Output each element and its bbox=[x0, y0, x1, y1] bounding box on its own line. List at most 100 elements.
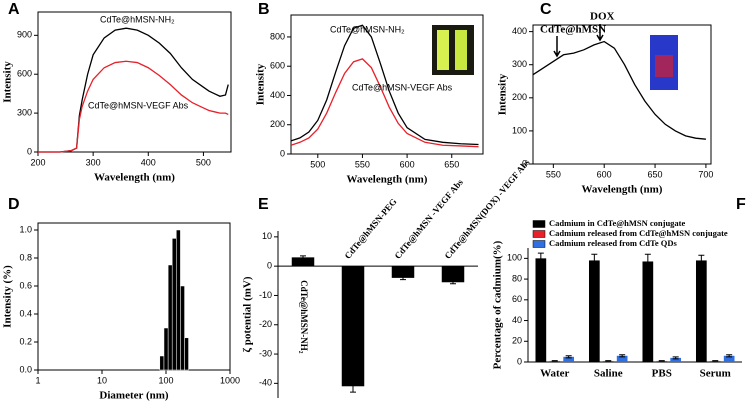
y-tick-label: 200 bbox=[512, 92, 527, 102]
annotation: CdTe@hMSN bbox=[540, 24, 606, 36]
inset-photo-c bbox=[650, 35, 678, 90]
y-tick-label: 0 bbox=[27, 146, 32, 156]
y-axis-label: Intensity (%) bbox=[2, 265, 14, 328]
y-tick-label: -40 bbox=[259, 378, 272, 388]
bar bbox=[695, 260, 707, 362]
panel-label: D bbox=[8, 196, 20, 213]
x-axis-label: Wavelength (nm) bbox=[347, 174, 428, 186]
panel-label: E bbox=[258, 196, 269, 213]
x-axis-label: Diameter (nm) bbox=[99, 390, 168, 402]
y-axis-label: Intensity bbox=[255, 63, 267, 105]
error-bar bbox=[537, 252, 544, 265]
x-tick-label: 500 bbox=[310, 159, 325, 169]
y-tick-label: 0.4 bbox=[19, 308, 32, 318]
y-tick-label: 0 bbox=[522, 158, 527, 168]
x-tick-label: PBS bbox=[652, 368, 672, 380]
bar bbox=[341, 266, 365, 387]
y-tick-label: 0.8 bbox=[19, 252, 32, 262]
y-tick-label: -10 bbox=[259, 290, 272, 300]
line bbox=[290, 58, 479, 148]
y-tick-label: 0 bbox=[280, 148, 285, 158]
x-tick-label: 10 bbox=[97, 375, 107, 385]
series-label: CdTe@hMSN-NH₂ bbox=[100, 14, 175, 24]
error-bar bbox=[605, 360, 612, 362]
x-tick-label: CdTe@hMSN(DOX) -VEGF Abs bbox=[442, 157, 531, 261]
error-bar bbox=[350, 379, 356, 393]
line bbox=[290, 24, 479, 146]
y-axis-label: ζ potential (mV) bbox=[242, 276, 254, 352]
x-tick-label: 600 bbox=[400, 159, 415, 169]
y-tick-label: -20 bbox=[259, 319, 272, 329]
inset-photo-b bbox=[432, 25, 474, 75]
line bbox=[38, 27, 229, 153]
y-tick-label: 0.0 bbox=[19, 364, 32, 374]
error-bar bbox=[565, 355, 572, 359]
y-tick-label: 60 bbox=[512, 294, 522, 304]
y-tick-label: 100 bbox=[512, 125, 527, 135]
x-tick-label: 500 bbox=[196, 157, 211, 167]
y-tick-label: 0 bbox=[267, 261, 272, 271]
panel-label: C bbox=[540, 1, 552, 18]
bar bbox=[171, 238, 177, 371]
error-bar bbox=[644, 253, 651, 270]
y-axis-label: Intensity bbox=[2, 61, 14, 103]
x-tick-label: 650 bbox=[648, 169, 663, 179]
legend-label: Cadmium released from CdTe QDs bbox=[549, 238, 678, 248]
series-label: CdTe@hMSN-VEGF Abs bbox=[88, 100, 189, 110]
x-tick-label: Serum bbox=[700, 368, 731, 380]
arrow bbox=[596, 24, 604, 42]
y-tick-label: 0.2 bbox=[19, 336, 32, 346]
y-tick-label: 40 bbox=[512, 315, 522, 325]
series-label: CdTe@hMSN-VEGF Abs bbox=[352, 82, 453, 92]
bar bbox=[167, 264, 173, 371]
bar bbox=[180, 285, 185, 371]
x-axis-label: Wavelength (nm) bbox=[94, 172, 175, 184]
bar bbox=[723, 355, 735, 362]
line bbox=[38, 60, 229, 153]
error-bar bbox=[726, 354, 733, 358]
error-bar bbox=[400, 275, 406, 281]
panel-label: F bbox=[736, 196, 746, 213]
y-axis-label: Intensity bbox=[497, 73, 509, 115]
x-tick-label: 700 bbox=[698, 169, 713, 179]
legend-label: Cadmium in CdTe@hMSN conjugate bbox=[549, 218, 686, 228]
bar bbox=[616, 355, 628, 362]
bar bbox=[176, 229, 181, 371]
y-tick-label: 100 bbox=[507, 253, 522, 263]
y-tick-label: 80 bbox=[512, 273, 522, 283]
x-tick-label: 300 bbox=[86, 157, 101, 167]
bar bbox=[670, 357, 682, 362]
y-tick-label: 900 bbox=[17, 30, 32, 40]
arrow bbox=[553, 36, 561, 58]
x-tick-label: 100 bbox=[158, 375, 173, 385]
y-tick-label: 1.0 bbox=[19, 224, 32, 234]
y-tick-label: 10 bbox=[262, 231, 272, 241]
y-axis-label: Percentage of cadmium(%) bbox=[492, 240, 504, 369]
bar bbox=[163, 327, 169, 371]
bar bbox=[563, 356, 575, 362]
bar bbox=[441, 266, 465, 283]
y-tick-label: -30 bbox=[259, 348, 272, 358]
panel-label: B bbox=[258, 1, 270, 18]
x-tick-label: 400 bbox=[141, 157, 156, 167]
x-tick-label: CdTe@hMSN-PEG bbox=[342, 196, 398, 260]
error-bar bbox=[551, 360, 558, 362]
annotation: DOX bbox=[590, 11, 615, 23]
x-tick-label: 550 bbox=[355, 159, 370, 169]
x-tick-label: 600 bbox=[597, 169, 612, 179]
bar bbox=[291, 257, 315, 267]
y-tick-label: 600 bbox=[17, 69, 32, 79]
y-tick-label: 400 bbox=[270, 90, 285, 100]
error-bar bbox=[698, 254, 705, 267]
x-tick-label: Saline bbox=[594, 368, 623, 380]
error-bar bbox=[450, 280, 456, 285]
error-bar bbox=[672, 356, 679, 360]
y-tick-label: 0 bbox=[517, 356, 522, 366]
x-tick-label: 550 bbox=[546, 169, 561, 179]
error-bar bbox=[300, 255, 306, 260]
x-axis-label: Wavelength (nm) bbox=[582, 184, 663, 196]
error-bar bbox=[591, 253, 598, 268]
y-tick-label: 20 bbox=[512, 336, 522, 346]
x-tick-label: 1 bbox=[35, 375, 40, 385]
bar bbox=[184, 337, 189, 371]
